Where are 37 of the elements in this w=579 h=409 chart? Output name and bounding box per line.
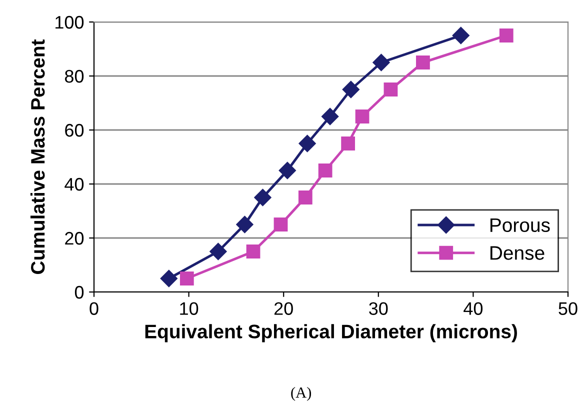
point bbox=[254, 188, 272, 206]
point bbox=[416, 56, 430, 70]
point bbox=[278, 162, 296, 180]
y-tick-label: 80 bbox=[64, 70, 84, 83]
point bbox=[355, 110, 370, 124]
text: (A) bbox=[291, 386, 312, 401]
x-tick-label: 0 bbox=[90, 302, 98, 315]
x-tick-label: 40 bbox=[464, 302, 483, 315]
point bbox=[318, 164, 332, 178]
point bbox=[274, 218, 288, 232]
point bbox=[341, 136, 356, 150]
y-tick-label: 100 bbox=[56, 16, 84, 29]
point bbox=[210, 242, 227, 260]
point bbox=[180, 272, 194, 286]
point bbox=[452, 26, 470, 44]
point bbox=[246, 244, 260, 258]
y-axis-title: Cumulative Mass Percent bbox=[30, 39, 45, 274]
point bbox=[384, 82, 398, 96]
legend-label: Porous bbox=[490, 218, 550, 232]
point bbox=[372, 54, 390, 72]
y-tick-label: 40 bbox=[64, 178, 84, 191]
point bbox=[342, 80, 360, 98]
x-tick-label: 50 bbox=[558, 302, 578, 315]
y-tick-label: 60 bbox=[65, 124, 84, 137]
y-tick-label: 0 bbox=[74, 286, 84, 299]
point bbox=[322, 108, 339, 126]
y-tick-label: 20 bbox=[65, 232, 84, 245]
x-tick-label: 20 bbox=[274, 302, 293, 315]
x-axis-title: Equivalent Spherical Diameter (microns) bbox=[145, 324, 517, 342]
point bbox=[298, 134, 316, 152]
x-tick-label: 10 bbox=[180, 302, 198, 315]
point bbox=[236, 216, 254, 234]
point bbox=[298, 190, 312, 204]
point bbox=[160, 270, 178, 288]
point bbox=[499, 28, 514, 42]
legend-label: Dense bbox=[490, 246, 544, 260]
x-tick-label: 30 bbox=[369, 302, 388, 315]
